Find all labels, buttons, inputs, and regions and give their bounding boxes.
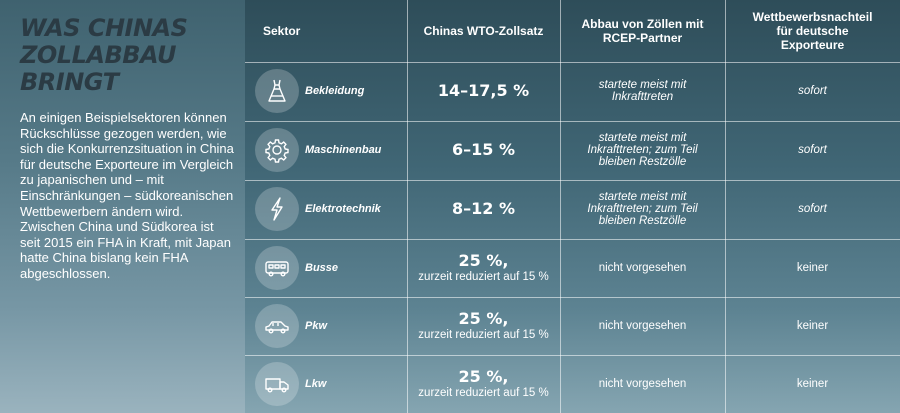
sector-name: Lkw <box>305 378 327 390</box>
header-disadvantage: Wettbewerbsnachteil für deutsche Exporte… <box>752 10 873 52</box>
left-panel: WAS CHINAS ZOLLABBAU BRINGT An einigen B… <box>0 0 245 413</box>
bus-icon <box>255 246 299 290</box>
disadvantage-value: sofort <box>798 85 827 97</box>
rcep-cell: startete meist mit Inkrafttreten; zum Te… <box>560 121 725 179</box>
disadvantage-cell: sofort <box>725 180 900 238</box>
disadvantage-cell: sofort <box>725 62 900 120</box>
wto-rate-cell: 25 %, zurzeit reduziert auf 15 % <box>407 297 560 355</box>
row-divider <box>245 121 900 122</box>
disadvantage-value: keiner <box>796 320 829 332</box>
sector-name: Maschinenbau <box>305 144 382 156</box>
wto-rate-cell: 25 %, zurzeit reduziert auf 15 % <box>407 355 560 413</box>
sector-name: Busse <box>305 262 339 274</box>
header-wto-rate: Chinas WTO-Zollsatz <box>423 24 544 38</box>
row-divider <box>245 297 900 298</box>
rcep-cell: nicht vorgesehen <box>560 297 725 355</box>
title-line: WAS CHINAS <box>20 14 188 42</box>
rcep-note: nicht vorgesehen <box>598 378 687 390</box>
disadvantage-cell: keiner <box>725 297 900 355</box>
row-divider <box>245 239 900 240</box>
wto-rate: 25 %, <box>458 367 509 386</box>
rcep-cell: startete meist mit Inkrafttreten <box>560 62 725 120</box>
tariff-table: Sektor Chinas WTO-Zollsatz Abbau von Zöl… <box>245 0 900 413</box>
wto-rate: 14–17,5 % <box>437 81 530 100</box>
rcep-cell: nicht vorgesehen <box>560 239 725 297</box>
wto-rate-cell: 6–15 % <box>407 121 560 179</box>
disadvantage-cell: sofort <box>725 121 900 179</box>
table-row: Elektrotechnik 8–12 % startete meist mit… <box>245 180 900 238</box>
row-divider <box>245 62 900 63</box>
wto-rate-cell: 25 %, zurzeit reduziert auf 15 % <box>407 239 560 297</box>
title-line: BRINGT <box>20 68 119 96</box>
rcep-note: startete meist mit Inkrafttreten; zum Te… <box>587 132 698 168</box>
disadvantage-cell: keiner <box>725 355 900 413</box>
disadvantage-value: sofort <box>798 203 827 215</box>
lightning-icon <box>255 187 299 231</box>
title-line: ZOLLABBAU <box>20 41 177 69</box>
wto-rate-note: zurzeit reduziert auf 15 % <box>418 271 549 283</box>
dress-icon <box>255 69 299 113</box>
row-divider <box>245 355 900 356</box>
sector-name: Pkw <box>305 320 328 332</box>
rcep-note: startete meist mit Inkrafttreten <box>598 79 687 103</box>
page-title: WAS CHINAS ZOLLABBAU BRINGT <box>20 15 235 96</box>
intro-text: An einigen Beispielsektoren können Rücks… <box>20 110 234 281</box>
header-rcep: Abbau von Zöllen mit RCEP-Partner <box>581 17 704 45</box>
table-row: Lkw 25 %, zurzeit reduziert auf 15 % nic… <box>245 355 900 413</box>
wto-rate: 8–12 % <box>452 199 515 218</box>
wto-rate-note: zurzeit reduziert auf 15 % <box>418 329 549 341</box>
wto-rate-note: zurzeit reduziert auf 15 % <box>418 387 549 399</box>
header-sector: Sektor <box>263 24 301 38</box>
wto-rate: 6–15 % <box>452 140 515 159</box>
rcep-note: nicht vorgesehen <box>598 320 687 332</box>
table-row: Bekleidung 14–17,5 % startete meist mit … <box>245 62 900 120</box>
wto-rate: 25 %, <box>458 251 509 270</box>
disadvantage-value: keiner <box>796 378 829 390</box>
wto-rate-cell: 8–12 % <box>407 180 560 238</box>
car-icon <box>255 304 299 348</box>
rcep-note: startete meist mit Inkrafttreten; zum Te… <box>587 191 698 227</box>
disadvantage-value: keiner <box>796 262 829 274</box>
disadvantage-value: sofort <box>798 144 827 156</box>
table-row: Pkw 25 %, zurzeit reduziert auf 15 % nic… <box>245 297 900 355</box>
disadvantage-cell: keiner <box>725 239 900 297</box>
gear-icon <box>255 128 299 172</box>
rcep-cell: startete meist mit Inkrafttreten; zum Te… <box>560 180 725 238</box>
rcep-cell: nicht vorgesehen <box>560 355 725 413</box>
sector-name: Elektrotechnik <box>305 203 381 215</box>
truck-icon <box>255 362 299 406</box>
wto-rate: 25 %, <box>458 309 509 328</box>
column-divider <box>560 0 561 413</box>
wto-rate-cell: 14–17,5 % <box>407 62 560 120</box>
sector-name: Bekleidung <box>305 85 365 97</box>
column-divider <box>407 0 408 413</box>
rcep-note: nicht vorgesehen <box>598 262 687 274</box>
column-divider <box>725 0 726 413</box>
table-row: Maschinenbau 6–15 % startete meist mit I… <box>245 121 900 179</box>
table-row: Busse 25 %, zurzeit reduziert auf 15 % n… <box>245 239 900 297</box>
row-divider <box>245 180 900 181</box>
